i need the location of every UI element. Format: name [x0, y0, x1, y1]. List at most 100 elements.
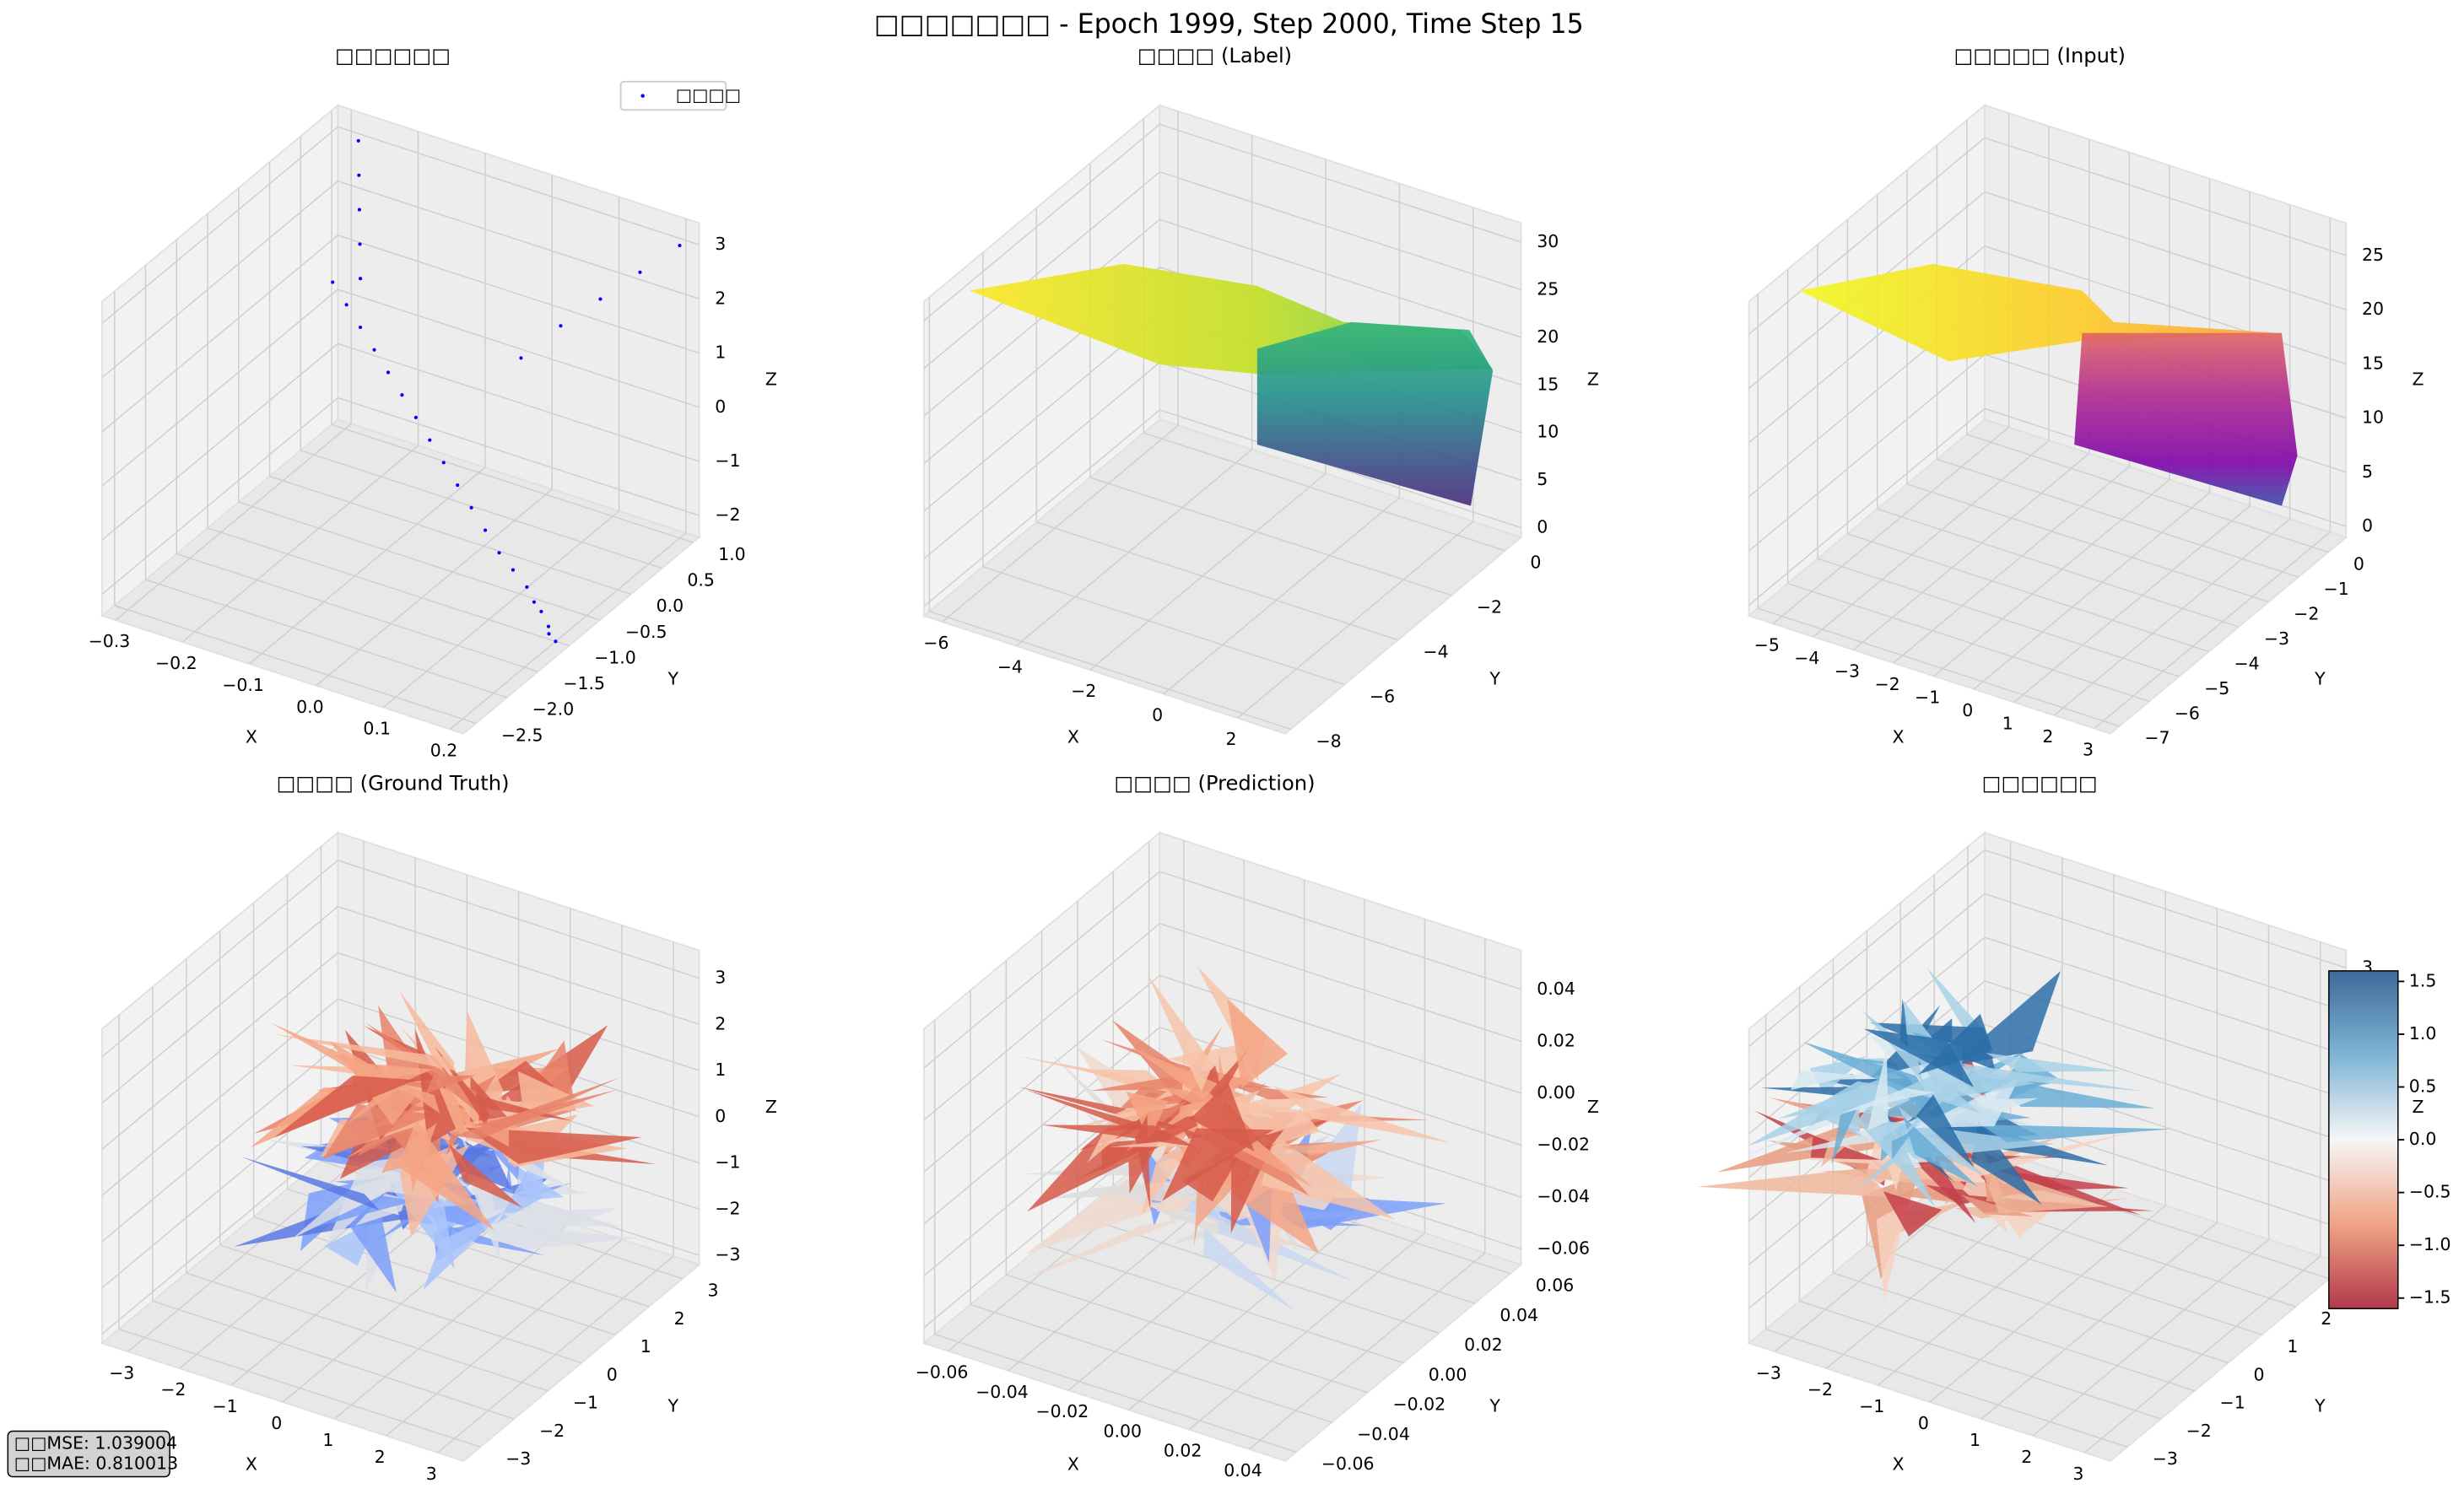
- grid-line: [1984, 849, 2347, 969]
- y-axis-label: Y: [667, 1396, 678, 1416]
- colorbar-tick-label: −1.5: [2409, 1287, 2451, 1308]
- x-tick-label: −2: [1807, 1379, 1833, 1400]
- grid-line: [207, 527, 570, 647]
- grid-line: [1984, 936, 2347, 1056]
- colorbar-tick-label: 1.0: [2409, 1023, 2437, 1044]
- x-tick-label: −1: [1859, 1396, 1884, 1416]
- x-tick-label: −2: [1071, 681, 1096, 701]
- surface-facet: [1111, 1020, 1183, 1107]
- surface-facet: [1918, 1013, 1993, 1075]
- surface-facet: [465, 1127, 642, 1164]
- colorbar-tick-label: 1.5: [2409, 970, 2437, 990]
- grid-line: [1159, 171, 1521, 291]
- surface-facet: [473, 1089, 617, 1128]
- colorbar-tick-label: −0.5: [2409, 1182, 2451, 1202]
- surface-facet: [1008, 1220, 1181, 1286]
- surface-facet: [1188, 1206, 1307, 1247]
- subplot: □□□□□ (Input)−5−4−3−2−101230−1−2−3−4−5−6…: [1747, 44, 2424, 760]
- subplot-title: □□□□ (Label): [1137, 44, 1292, 67]
- grid-line: [338, 235, 700, 354]
- surface-facet: [1802, 1041, 1942, 1113]
- grid-line: [338, 289, 700, 408]
- surface-facet: [273, 1033, 457, 1071]
- pane-floor: [922, 418, 1523, 735]
- surface-facet: [473, 1222, 639, 1251]
- grid-line: [1833, 1272, 2195, 1392]
- grid-line: [1937, 458, 2299, 578]
- z-tick-label: 1: [715, 342, 726, 363]
- scatter-point: [598, 297, 602, 301]
- grid-line: [1748, 893, 1986, 1091]
- scatter-point: [356, 138, 360, 143]
- surface-facet: [1883, 1191, 1943, 1237]
- y-tick-label: −5: [2204, 678, 2229, 698]
- z-tick-label: 10: [1537, 422, 1559, 442]
- surface-facet: [1863, 1028, 1975, 1087]
- x-tick-label: 0.0: [296, 697, 324, 717]
- z-tick-label: 0.04: [1537, 979, 1575, 999]
- z-tick-label: 5: [2362, 461, 2373, 482]
- grid-line: [249, 467, 486, 665]
- grid-line: [934, 1333, 1297, 1454]
- x-tick-label: 0: [1962, 700, 1973, 720]
- scatter-point: [359, 325, 363, 330]
- surface-facet: [1876, 1202, 1908, 1301]
- grid-line: [101, 342, 338, 541]
- surface-facet: [467, 1162, 502, 1267]
- colorbar-tick-label: 0.5: [2409, 1076, 2437, 1097]
- y-tick-label: 0.02: [1464, 1335, 1503, 1355]
- z-tick-label: 25: [1537, 278, 1559, 299]
- grid-line: [1015, 449, 1253, 647]
- metrics-box: [7, 1430, 170, 1478]
- grid-line: [1748, 936, 1986, 1135]
- grid-line: [338, 860, 700, 979]
- z-tick-label: −0.04: [1537, 1186, 1590, 1206]
- scatter-point: [539, 609, 543, 613]
- y-axis-label: Y: [1489, 1396, 1500, 1416]
- surface: [2074, 332, 2298, 506]
- z-tick-label: 0: [1537, 517, 1548, 537]
- surface-facet: [449, 1144, 523, 1208]
- surface: [1256, 321, 1494, 506]
- surface-facet: [1916, 1094, 1975, 1168]
- grid-line: [450, 532, 687, 731]
- surface-facet: [1220, 1098, 1328, 1138]
- scatter-point: [469, 505, 473, 510]
- grid-line: [101, 396, 338, 595]
- grid-line: [1984, 245, 2347, 365]
- y-tick-label: 1.0: [718, 544, 746, 564]
- x-axis-label: X: [246, 726, 257, 747]
- surface-facet: [315, 1195, 416, 1227]
- grid-line: [1041, 1244, 1404, 1364]
- y-tick-label: −0.5: [625, 622, 667, 642]
- grid-line: [382, 510, 619, 709]
- y-axis-label: Y: [667, 668, 678, 688]
- metrics-mae: □□MAE: 0.810013: [14, 1454, 178, 1474]
- y-tick-label: −7: [2144, 728, 2170, 748]
- x-tick-label: 1: [1970, 1430, 1980, 1450]
- z-tick-label: 5: [1537, 469, 1548, 489]
- y-tick-label: −0.04: [1357, 1424, 1410, 1444]
- y-tick-label: −4: [2234, 653, 2259, 673]
- x-tick-label: 1: [2002, 713, 2013, 733]
- z-tick-label: 0.02: [1537, 1030, 1575, 1050]
- surface-facet: [1217, 1213, 1354, 1281]
- scatter-point: [547, 632, 551, 636]
- z-tick-label: −0.06: [1537, 1238, 1590, 1259]
- scatter-point: [525, 585, 529, 589]
- z-tick-label: 20: [1537, 326, 1559, 347]
- grid-line: [923, 974, 1160, 1173]
- surface-facet: [1151, 1137, 1236, 1206]
- y-tick-label: −2: [539, 1421, 565, 1441]
- surface-facet: [1980, 1125, 2171, 1143]
- z-tick-label: −2: [715, 1198, 740, 1218]
- z-axis-label: Z: [765, 369, 777, 390]
- y-tick-label: 0.06: [1536, 1276, 1575, 1296]
- grid-line: [316, 488, 553, 687]
- scatter-point: [413, 415, 418, 419]
- y-tick-label: 0.04: [1499, 1305, 1538, 1325]
- scatter-point: [400, 393, 404, 397]
- x-tick-label: 2: [1226, 729, 1237, 749]
- y-tick-label: 0: [607, 1364, 618, 1384]
